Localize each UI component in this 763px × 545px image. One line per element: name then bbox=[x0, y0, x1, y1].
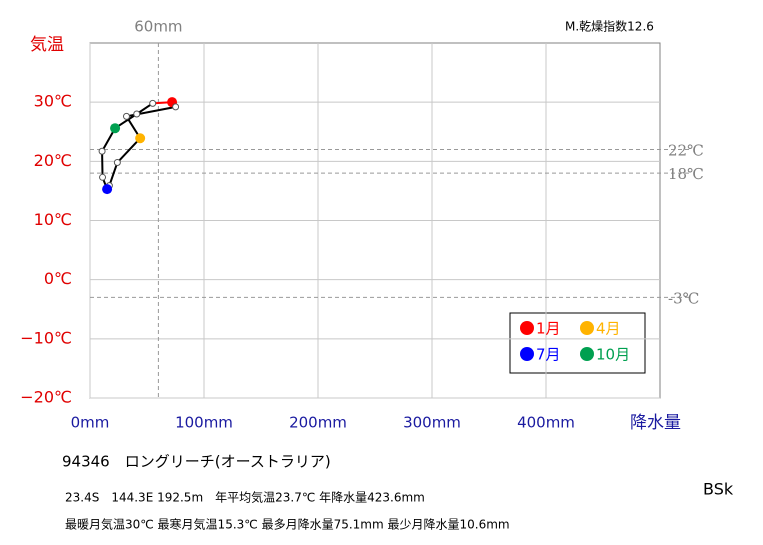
x-tick-label: 200mm bbox=[289, 414, 347, 432]
reference-label: 60mm bbox=[134, 18, 182, 36]
legend-label: 10月 bbox=[596, 346, 630, 364]
y-axis-label: 気温 bbox=[30, 35, 64, 55]
point bbox=[172, 103, 180, 111]
dryness-index: M.乾燥指数12.6 bbox=[565, 19, 654, 34]
y-tick-label: 20℃ bbox=[34, 151, 72, 170]
station-name: 94346 ロングリーチ(オーストラリア) bbox=[62, 453, 331, 471]
legend-label: 7月 bbox=[536, 346, 561, 364]
x-tick-label: 100mm bbox=[175, 414, 233, 432]
point bbox=[113, 159, 121, 167]
x-tick-label: 400mm bbox=[517, 414, 575, 432]
month-point bbox=[135, 133, 146, 144]
y-tick-label: −20℃ bbox=[20, 388, 72, 407]
legend-marker bbox=[520, 321, 534, 335]
y-tick-label: 0℃ bbox=[44, 269, 72, 288]
point bbox=[122, 112, 130, 120]
legend-label: 1月 bbox=[536, 320, 561, 338]
reference-label: 22℃ bbox=[668, 142, 704, 160]
legend-box bbox=[509, 312, 646, 374]
x-tick-label: 300mm bbox=[403, 414, 461, 432]
point bbox=[133, 110, 141, 118]
x-tick-label: 0mm bbox=[71, 414, 110, 432]
legend-marker bbox=[580, 347, 594, 361]
reference-label: -3℃ bbox=[668, 289, 699, 307]
legend-label: 4月 bbox=[596, 320, 621, 338]
point bbox=[99, 173, 107, 181]
legend-marker bbox=[520, 347, 534, 361]
info-line: 23.4S 144.3E 192.5m 年平均気温23.7℃ 年降水量423.6… bbox=[65, 490, 425, 505]
y-tick-label: 30℃ bbox=[34, 92, 72, 111]
y-tick-label: −10℃ bbox=[20, 328, 72, 347]
point bbox=[98, 147, 106, 155]
info-line: 最暖月気温30℃ 最寒月気温15.3℃ 最多月降水量75.1mm 最少月降水量1… bbox=[65, 517, 510, 532]
month-point bbox=[102, 184, 113, 195]
legend-marker bbox=[580, 321, 594, 335]
x-axis-label: 降水量 bbox=[630, 413, 681, 433]
reference-label: 18℃ bbox=[668, 165, 704, 183]
month-point bbox=[110, 123, 121, 134]
y-tick-label: 10℃ bbox=[34, 210, 72, 229]
koppen-code: BSk bbox=[703, 480, 734, 499]
point bbox=[149, 99, 157, 107]
